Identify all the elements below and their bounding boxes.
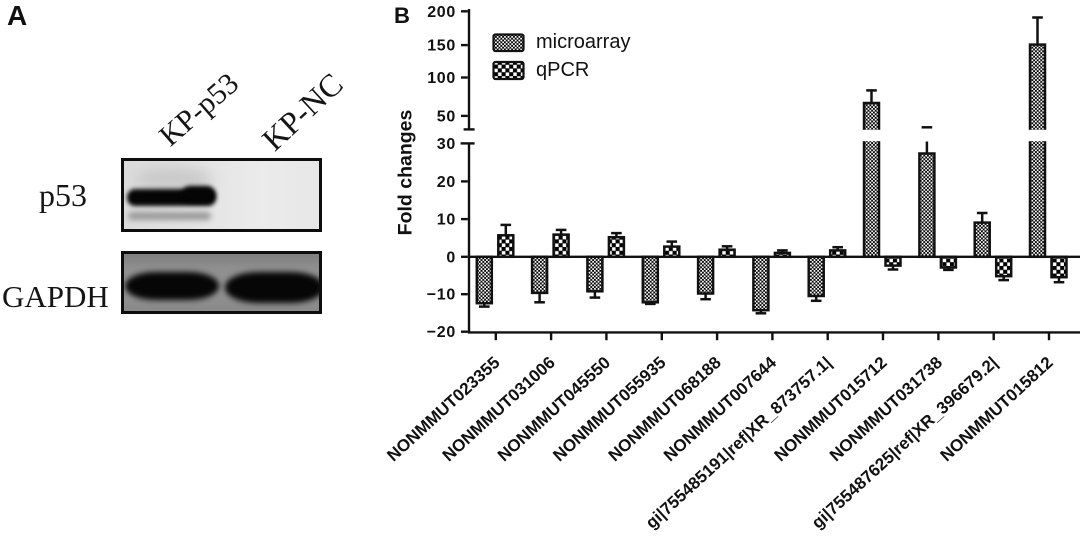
- svg-text:150: 150: [427, 38, 456, 55]
- svg-text:20: 20: [437, 174, 456, 191]
- svg-text:−10: −10: [427, 287, 456, 304]
- svg-text:10: 10: [437, 212, 456, 229]
- svg-text:30: 30: [437, 136, 456, 153]
- svg-text:200: 200: [427, 4, 456, 21]
- svg-text:Fold changes: Fold changes: [395, 110, 417, 236]
- svg-text:qPCR: qPCR: [536, 59, 589, 81]
- svg-text:0: 0: [446, 249, 456, 266]
- svg-text:microarray: microarray: [536, 31, 630, 53]
- svg-text:−20: −20: [427, 324, 456, 341]
- svg-text:50: 50: [437, 108, 456, 125]
- svg-text:100: 100: [427, 70, 456, 87]
